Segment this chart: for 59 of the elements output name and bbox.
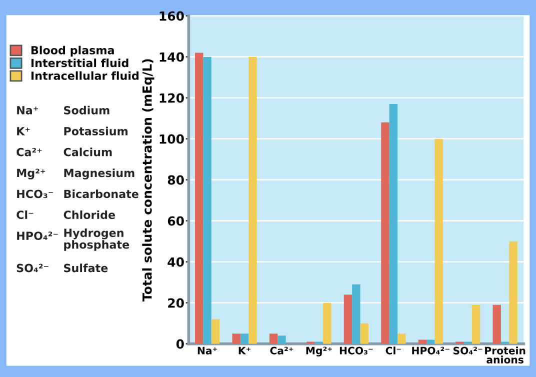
bar: [426, 340, 435, 344]
y-tick-label: 60: [168, 216, 184, 226]
text: Potassium: [64, 126, 128, 136]
bar: [381, 122, 390, 344]
text: Cl⁻: [16, 210, 34, 220]
text: Hydrogen phosphate: [64, 228, 130, 251]
x-tick-label: HCO₃⁻: [340, 346, 373, 354]
text: Mg²⁺: [17, 168, 46, 180]
bar: [360, 323, 368, 344]
x-tick-label: Mg²⁺: [306, 346, 332, 356]
text: Calcium: [64, 148, 112, 156]
text: SO₄²⁻: [16, 264, 48, 272]
legend-label: Intracellular fluid: [31, 71, 138, 80]
bar: [492, 304, 501, 344]
y-axis-title: Total solute concentration (mEq/L): [142, 59, 154, 302]
y-tick-label: 0: [176, 339, 184, 349]
bar: [418, 340, 427, 344]
text: HCO₃⁻: [17, 190, 53, 198]
bar: [352, 284, 360, 344]
bar: [195, 52, 204, 344]
text: Sulfate: [64, 264, 108, 272]
x-tick-label: Cl⁻: [386, 346, 401, 354]
x-tick-label: Ca²⁺: [270, 346, 294, 354]
bar: [397, 334, 406, 344]
bar: [344, 294, 352, 344]
y-tick-label: 120: [160, 93, 184, 103]
y-tick-label: 40: [168, 257, 184, 267]
y-tick-label: 140: [160, 52, 184, 62]
text: Na⁺: [17, 106, 38, 114]
text: Bicarbonate: [64, 190, 138, 198]
bar: [240, 334, 249, 344]
bar: [211, 319, 220, 344]
bar: [472, 304, 480, 344]
y-tick-label: 80: [168, 175, 184, 185]
y-tick-label: 160: [160, 11, 184, 21]
x-tick-label: Protein anions: [485, 346, 526, 364]
x-tick-label: Na⁺: [198, 346, 217, 354]
legend-label: Interstitial fluid: [31, 58, 128, 68]
text: Chloride: [64, 210, 115, 220]
bar: [323, 302, 332, 344]
legend-label: Blood plasma: [31, 46, 114, 57]
bar: [278, 336, 286, 344]
text: Sodium: [64, 106, 110, 114]
text: K⁺: [17, 127, 30, 136]
bar: [509, 241, 518, 344]
text: Ca²⁺: [16, 148, 42, 156]
x-tick-label: HPO₄²⁻: [412, 346, 450, 354]
bar: [434, 138, 443, 344]
text: HPO₄²⁻: [17, 232, 58, 240]
bar: [269, 334, 278, 344]
text: Magnesium: [64, 168, 134, 180]
y-tick-label: 20: [168, 298, 184, 308]
bar: [248, 56, 257, 344]
bar: [389, 104, 398, 344]
x-tick-label: SO₄²⁻: [453, 346, 482, 354]
x-tick-label: K⁺: [238, 346, 250, 354]
y-tick-label: 100: [160, 134, 184, 144]
bar: [232, 334, 240, 344]
bar: [203, 56, 212, 344]
